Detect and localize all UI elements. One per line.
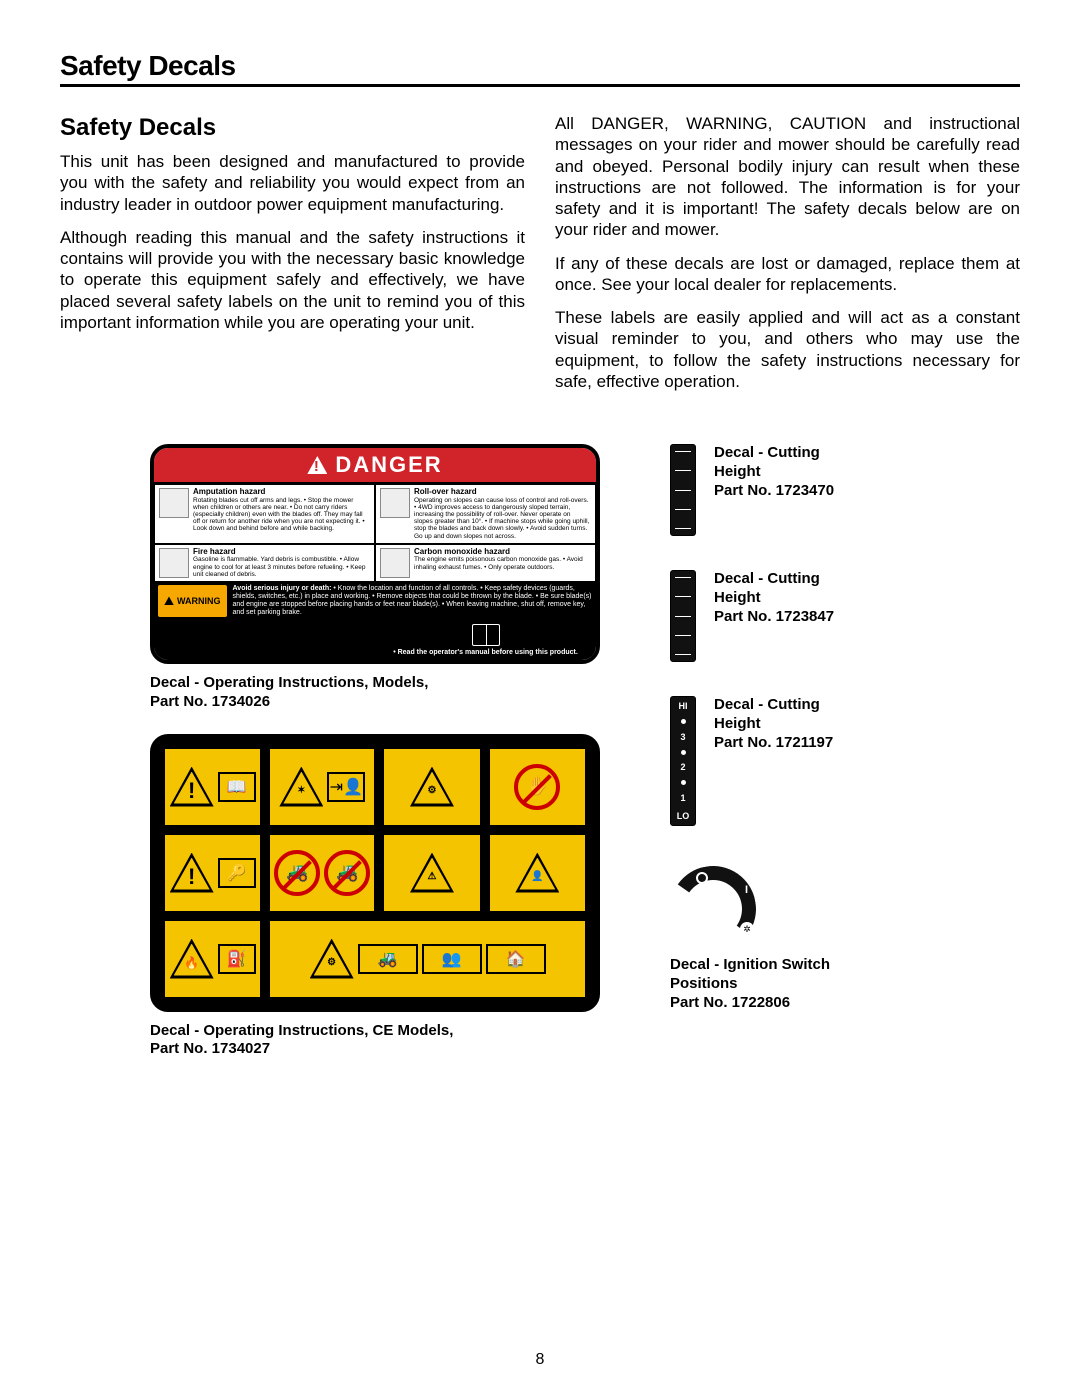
hazard-body: Operating on slopes can cause loss of co… (414, 497, 589, 540)
gauge-icon (670, 570, 696, 662)
right-figures: Decal - Cutting Height Part No. 1723470 … (670, 444, 990, 1081)
section-title: Safety Decals (60, 113, 525, 143)
hazard-title: Carbon monoxide hazard (414, 548, 591, 557)
cutting-height-decal-2: Decal - Cutting Height Part No. 1723847 (670, 570, 990, 662)
picto-cell: ✋ (489, 748, 586, 826)
ignition-icon: I ✲ (670, 866, 756, 946)
figures-area: ! DANGER Amputation hazard Rotating blad… (60, 444, 1020, 1081)
hazard-body: Rotating blades cut off arms and legs. •… (193, 497, 365, 533)
page-header: Safety Decals (60, 50, 1020, 87)
read-manual-cell: • Read the operator's manual before usin… (375, 620, 596, 660)
picto-cell: ⚠ (383, 834, 480, 912)
yellow-pictogram-decal: !📖 ✶⇥👤 ⚙ ✋ !🔑 🚜🚜 ⚠ 👤 🔥⛽ ⚙ 🚜 👥 🏠 (150, 734, 600, 1012)
manual-icon (472, 624, 500, 646)
warning-label: WARNING (177, 596, 221, 606)
picto-cell: !🔑 (164, 834, 261, 912)
fire-icon (159, 548, 189, 578)
intro-columns: Safety Decals This unit has been designe… (60, 113, 1020, 404)
picto-cell: 👤 (489, 834, 586, 912)
hazard-body: The engine emits poisonous carbon monoxi… (414, 556, 583, 570)
danger-decal-caption: Decal - Operating Instructions, Models, … (150, 674, 600, 712)
ignition-decal: I ✲ Decal - Ignition Switch Positions Pa… (670, 866, 990, 1012)
cutting-height-decal-1: Decal - Cutting Height Part No. 1723470 (670, 444, 990, 536)
intro-para: These labels are easily applied and will… (555, 307, 1020, 392)
hazard-title: Fire hazard (193, 548, 370, 557)
picto-cell: ⚙ (383, 748, 480, 826)
gauge-labeled-icon: HI 3 2 1 LO (670, 696, 696, 826)
hazard-rollover: Roll-over hazard Operating on slopes can… (375, 484, 596, 544)
hazard-title: Amputation hazard (193, 488, 370, 497)
alert-icon: ! (307, 456, 327, 474)
picto-cell-wide: ⚙ 🚜 👥 🏠 (269, 920, 586, 998)
yellow-decal-caption: Decal - Operating Instructions, CE Model… (150, 1022, 600, 1060)
intro-para: This unit has been designed and manufact… (60, 151, 525, 215)
left-figures: ! DANGER Amputation hazard Rotating blad… (150, 444, 600, 1081)
intro-col-right: All DANGER, WARNING, CAUTION and instruc… (555, 113, 1020, 404)
intro-col-left: Safety Decals This unit has been designe… (60, 113, 525, 404)
picto-cell: 🔥⛽ (164, 920, 261, 998)
warning-triangle-icon (164, 596, 174, 605)
intro-para: If any of these decals are lost or damag… (555, 253, 1020, 296)
page-number: 8 (0, 1351, 1080, 1369)
intro-para: Although reading this manual and the saf… (60, 227, 525, 333)
picto-cell: ✶⇥👤 (269, 748, 375, 826)
amputation-icon (159, 488, 189, 518)
picto-cell: !📖 (164, 748, 261, 826)
picto-cell: 🚜🚜 (269, 834, 375, 912)
warning-heading: Avoid serious injury or death: (233, 585, 332, 592)
cutting-height-decal-3: HI 3 2 1 LO Decal - Cutting Height Part … (670, 696, 990, 826)
read-manual-text: • Read the operator's manual before usin… (393, 649, 578, 656)
danger-header-text: DANGER (335, 452, 442, 478)
hazard-amputation: Amputation hazard Rotating blades cut of… (154, 484, 375, 544)
warning-badge: WARNING (158, 585, 227, 617)
hazard-fire: Fire hazard Gasoline is flammable. Yard … (154, 544, 375, 582)
co-icon (380, 548, 410, 578)
warning-strip: WARNING Avoid serious injury or death: •… (154, 582, 596, 620)
hazard-body: Gasoline is flammable. Yard debris is co… (193, 556, 365, 577)
danger-decal: ! DANGER Amputation hazard Rotating blad… (150, 444, 600, 664)
danger-header: ! DANGER (154, 448, 596, 484)
gauge-icon (670, 444, 696, 536)
intro-para: All DANGER, WARNING, CAUTION and instruc… (555, 113, 1020, 241)
hazard-carbon-monoxide: Carbon monoxide hazard The engine emits … (375, 544, 596, 582)
hazard-title: Roll-over hazard (414, 488, 591, 497)
rollover-icon (380, 488, 410, 518)
warning-cont (154, 620, 375, 660)
